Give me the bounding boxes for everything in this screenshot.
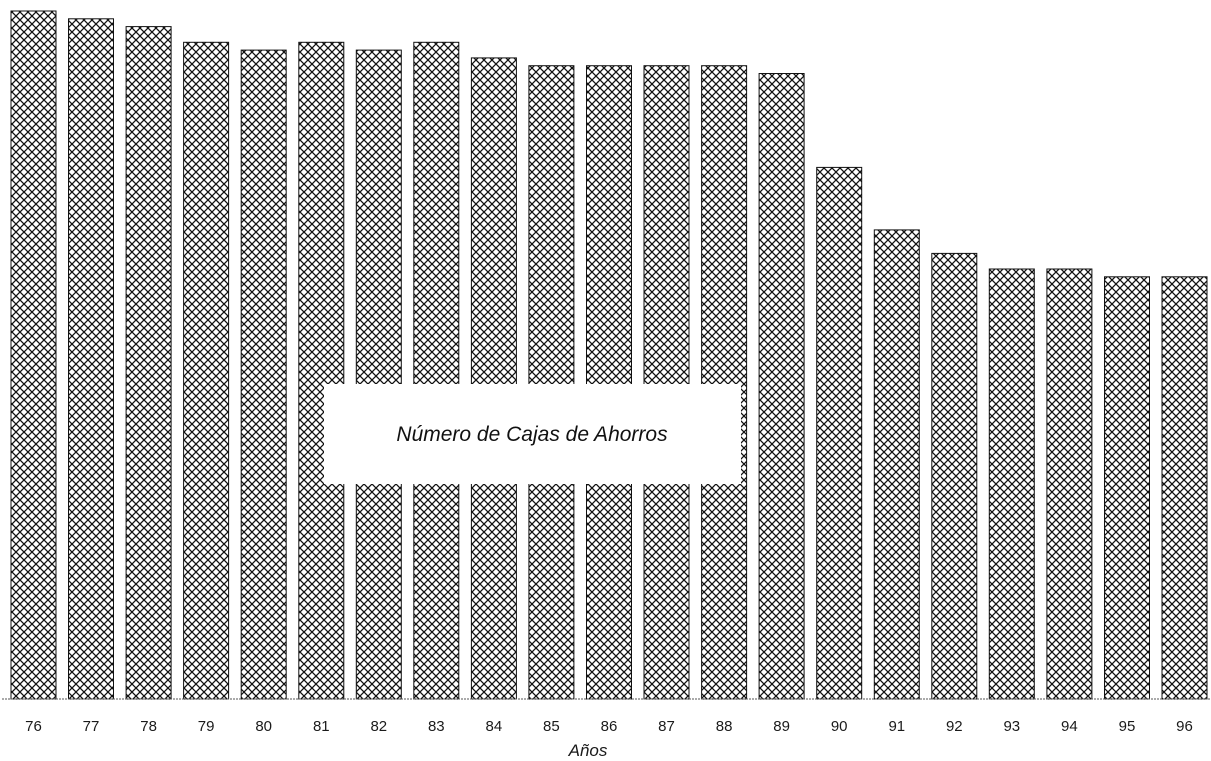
x-tick-label-84: 84 <box>486 718 503 735</box>
x-tick-label-79: 79 <box>198 718 215 735</box>
x-tick-label-92: 92 <box>946 718 963 735</box>
chart-title-box: Número de Cajas de Ahorros <box>324 384 741 484</box>
x-tick-label-95: 95 <box>1119 718 1136 735</box>
x-tick-label-78: 78 <box>140 718 157 735</box>
x-tick-label-86: 86 <box>601 718 618 735</box>
bar-83 <box>413 41 460 700</box>
x-axis-title: Años <box>568 741 608 760</box>
bar-87 <box>643 65 690 700</box>
x-tick-label-76: 76 <box>25 718 42 735</box>
bar-82 <box>355 49 402 700</box>
bar-81 <box>298 41 345 700</box>
bar-84 <box>470 57 517 700</box>
bar-86 <box>586 65 632 700</box>
x-tick-label-82: 82 <box>370 718 387 735</box>
x-tick-labels: 76 77 78 79 80 81 82 83 84 85 86 87 88 89 90 91 92 93 94 95… <box>25 718 1193 735</box>
x-tick-label-96: 96 <box>1176 718 1193 735</box>
x-tick-label-93: 93 <box>1003 718 1020 735</box>
bar-79 <box>183 41 230 700</box>
x-tick-label-94: 94 <box>1061 718 1078 735</box>
bar-95 <box>1104 276 1150 700</box>
x-tick-label-90: 90 <box>831 718 848 735</box>
x-tick-label-87: 87 <box>658 718 675 735</box>
bar-78 <box>125 26 172 700</box>
chart-title-background <box>324 384 741 484</box>
bar-94 <box>1046 268 1093 700</box>
x-tick-label-80: 80 <box>255 718 272 735</box>
bar-96 <box>1161 276 1208 700</box>
bar-85 <box>528 65 575 700</box>
bar-77 <box>68 18 114 700</box>
bar-80 <box>240 49 287 700</box>
x-tick-label-77: 77 <box>83 718 100 735</box>
bar-89 <box>758 73 805 700</box>
bar-90 <box>816 166 863 700</box>
x-tick-label-83: 83 <box>428 718 445 735</box>
bar-91 <box>873 229 920 700</box>
x-tick-label-91: 91 <box>888 718 905 735</box>
bar-88 <box>701 65 748 700</box>
chart-title: Número de Cajas de Ahorros <box>396 423 668 446</box>
bar-76 <box>10 10 57 700</box>
x-tick-label-85: 85 <box>543 718 560 735</box>
bar-93 <box>988 268 1035 700</box>
x-tick-label-81: 81 <box>313 718 330 735</box>
bar-92 <box>931 252 978 700</box>
x-tick-label-89: 89 <box>773 718 790 735</box>
x-tick-label-88: 88 <box>716 718 733 735</box>
bars-group <box>10 10 1208 700</box>
